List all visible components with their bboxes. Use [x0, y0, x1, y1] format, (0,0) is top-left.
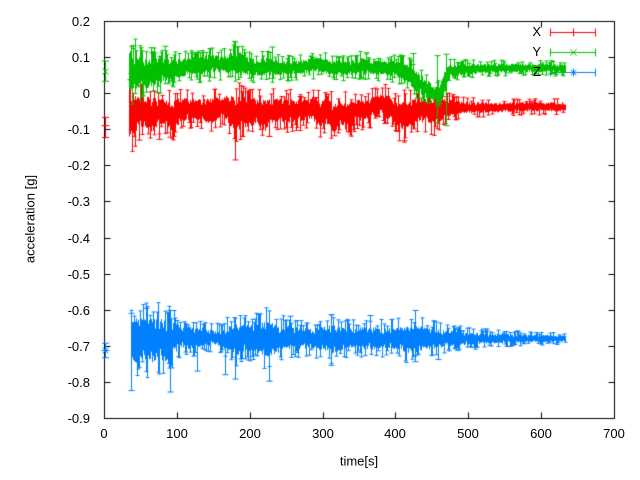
- x-tick-label: 100: [166, 426, 188, 441]
- x-tick-label: 500: [457, 426, 479, 441]
- y-tick-label: -0.6: [67, 303, 90, 318]
- y-tick-label: -0.5: [67, 267, 90, 282]
- legend-label-z: Z: [533, 64, 541, 79]
- y-tick-label: -0.3: [67, 194, 90, 209]
- x-tick-label: 200: [239, 426, 261, 441]
- y-tick-label: -0.7: [67, 339, 90, 354]
- y-tick-label: 0: [82, 86, 90, 101]
- y-tick-label: 0.2: [71, 14, 90, 29]
- y-tick-label: -0.9: [67, 411, 90, 426]
- legend-label-y: Y: [532, 44, 541, 59]
- y-tick-label: -0.1: [67, 122, 90, 137]
- x-tick-label: 300: [312, 426, 334, 441]
- x-tick-label: 400: [384, 426, 406, 441]
- y-tick-label: -0.2: [67, 158, 90, 173]
- x-axis-title: time[s]: [339, 453, 379, 469]
- y-tick-label: 0.1: [71, 50, 90, 65]
- x-tick-label: 600: [530, 426, 552, 441]
- y-tick-label: -0.8: [67, 375, 90, 390]
- x-tick-label: 0: [100, 426, 108, 441]
- x-tick-label: 700: [603, 426, 625, 441]
- y-tick-label: -0.4: [67, 231, 90, 246]
- legend-label-x: X: [532, 24, 541, 39]
- y-axis-title: acceleration [g]: [22, 174, 38, 264]
